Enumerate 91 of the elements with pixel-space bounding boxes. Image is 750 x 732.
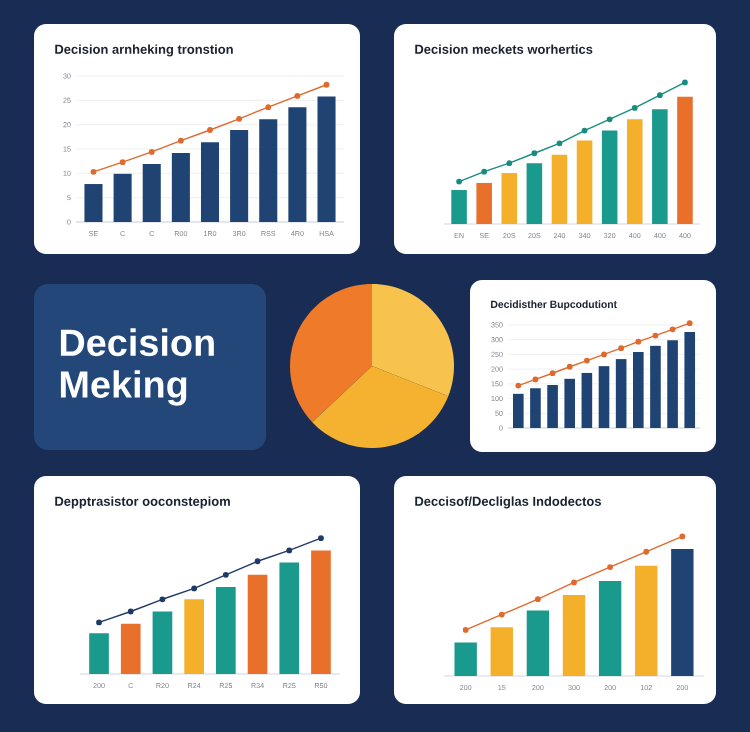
bar (526, 163, 543, 224)
point (506, 160, 513, 167)
bar (684, 332, 696, 428)
bar (216, 587, 236, 674)
bar (598, 366, 610, 428)
point (265, 104, 272, 111)
point (635, 338, 642, 345)
point (148, 149, 155, 155)
point (207, 127, 213, 133)
bar (530, 388, 541, 428)
point (119, 159, 126, 166)
point (318, 535, 324, 542)
point (643, 548, 650, 555)
point (90, 168, 97, 175)
bar (564, 378, 576, 428)
point (236, 115, 243, 122)
point (601, 351, 607, 358)
bar (512, 393, 524, 428)
point (549, 370, 556, 377)
point (618, 345, 625, 352)
bar (89, 633, 109, 674)
point (631, 105, 638, 111)
bar (279, 562, 300, 674)
bar (581, 372, 593, 428)
bar (311, 550, 331, 674)
text: Decision Meking (60, 328, 214, 406)
point (531, 150, 538, 157)
point (498, 611, 505, 618)
point (535, 596, 541, 603)
bar (671, 548, 694, 676)
bar (142, 164, 161, 222)
point (571, 579, 577, 586)
point (556, 140, 563, 147)
point (606, 116, 613, 123)
bar (120, 623, 141, 674)
bar (454, 642, 477, 676)
bar (317, 96, 336, 222)
bar (184, 599, 204, 674)
point (177, 137, 184, 144)
bar (451, 190, 467, 224)
bar (632, 352, 644, 428)
point (656, 92, 663, 99)
bar (635, 565, 658, 676)
bar (501, 173, 518, 224)
point (581, 127, 588, 134)
bar (152, 611, 173, 674)
bar (667, 340, 678, 428)
bar (601, 130, 618, 224)
bar (562, 595, 586, 676)
point (462, 627, 469, 633)
point (686, 320, 693, 327)
bar (259, 119, 278, 222)
bar (551, 154, 568, 224)
bar (677, 96, 693, 224)
bar (652, 109, 668, 224)
bar (476, 182, 492, 224)
point (294, 93, 301, 99)
point (127, 608, 134, 615)
point (515, 382, 522, 389)
point (286, 547, 293, 554)
point (456, 178, 462, 185)
point (566, 363, 573, 370)
bar (598, 581, 622, 676)
point (607, 564, 613, 570)
point (682, 79, 688, 86)
point (583, 357, 590, 364)
bar (171, 152, 190, 222)
bar (626, 119, 643, 224)
point (159, 596, 166, 603)
bar (490, 627, 513, 676)
bar (113, 173, 132, 222)
point (669, 326, 676, 333)
bar (526, 610, 550, 676)
point (532, 376, 539, 383)
point (323, 81, 330, 88)
bar (547, 385, 558, 428)
point (96, 619, 102, 626)
point (222, 571, 229, 578)
bar (200, 142, 220, 222)
bar (84, 184, 103, 222)
point (254, 558, 261, 565)
bar (576, 140, 593, 224)
bar (288, 107, 307, 222)
bar (230, 130, 249, 222)
point (652, 332, 659, 339)
bar (247, 574, 268, 674)
point (191, 585, 198, 592)
bar (650, 345, 661, 428)
point (679, 533, 686, 540)
point (481, 168, 488, 175)
bar (615, 359, 627, 428)
